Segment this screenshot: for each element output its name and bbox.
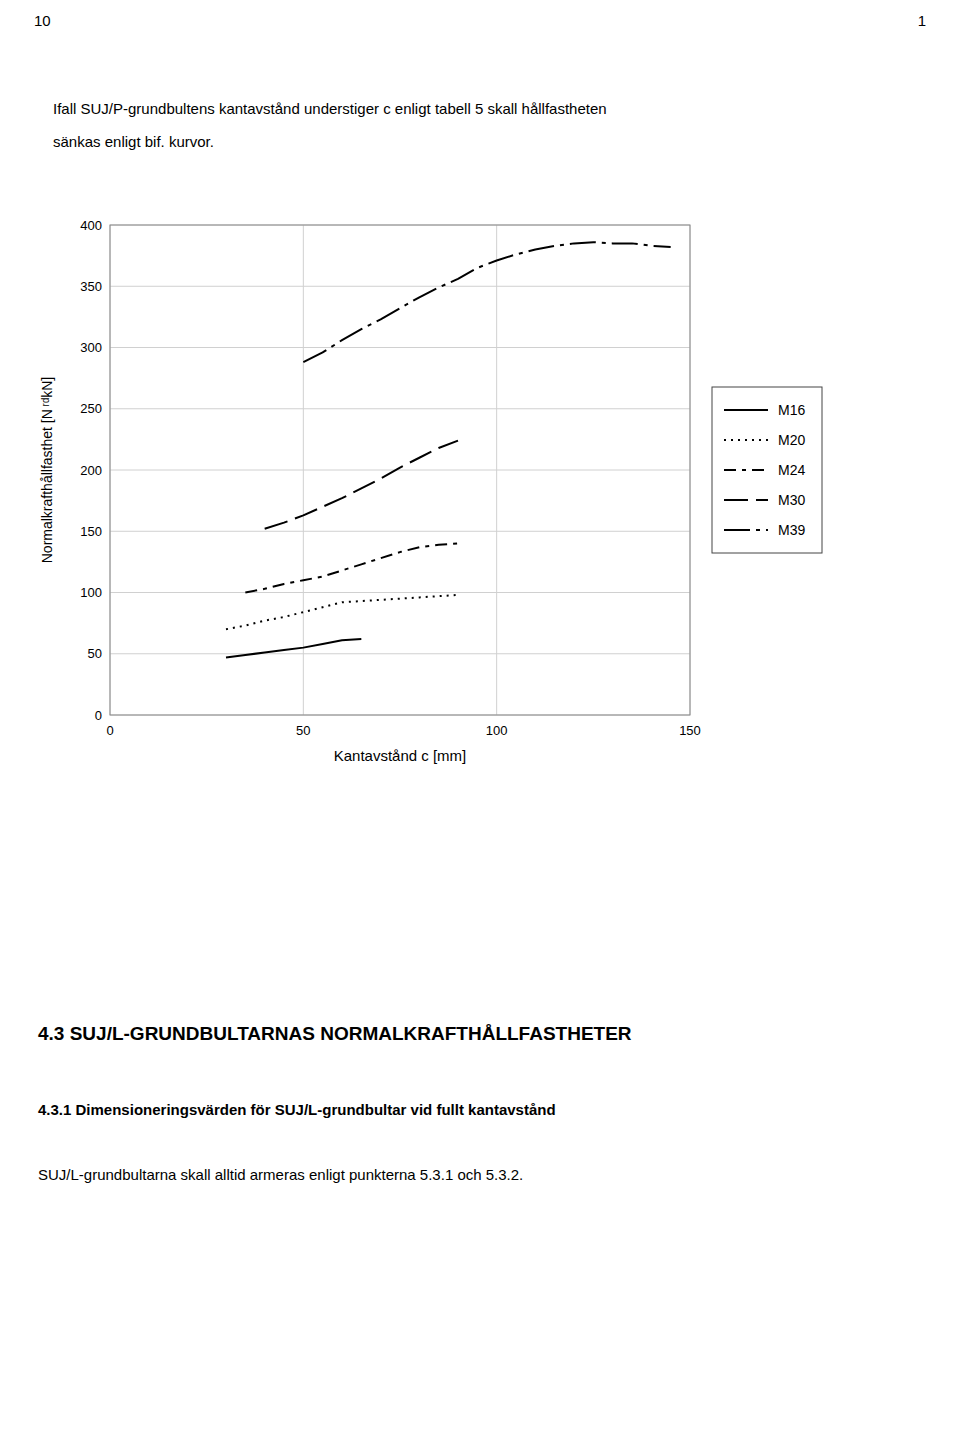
chart: 0 50 100 150 0 50 100 150 200 250 300 350 400 Kantavs… (39, 218, 822, 765)
axis-label: Kantavstånd c [mm] (334, 747, 467, 764)
grid-line (110, 347, 690, 348)
intro-text: Ifall SUJ/P-grundbultens kantavstånd und… (53, 100, 607, 117)
plot-frame (110, 225, 690, 715)
series-line (265, 441, 458, 529)
page-header: 1 (918, 12, 926, 29)
legend: M16 M20 M24 M30 M39 (712, 387, 822, 553)
tick-label: 100 (80, 585, 102, 600)
tick-label: 200 (80, 463, 102, 478)
grid-line (110, 408, 690, 409)
tick-label: 50 (296, 723, 310, 738)
footer-text: SUJ/L-grundbultarna skall alltid armeras… (38, 1166, 523, 1183)
grid-line (110, 286, 690, 287)
tick-label: 150 (80, 524, 102, 539)
grid-line (110, 470, 690, 471)
subsection-title: 4.3.1 Dimensioneringsvärden för SUJ/L-gr… (38, 1101, 556, 1118)
intro-text: sänkas enligt bif. kurvor. (53, 133, 214, 150)
legend-label: M30 (778, 492, 805, 508)
tick-label: 150 (679, 723, 701, 738)
legend-frame (712, 387, 822, 553)
section-title: 4.3 SUJ/L-GRUNDBULTARNAS NORMALKRAFTHÅLL… (38, 1023, 632, 1044)
legend-label: M39 (778, 522, 805, 538)
legend-swatch (724, 439, 768, 441)
axis-label: Normalkrafthållfasthet [N ʳᵈkN] (39, 377, 55, 564)
legend-swatch (724, 499, 768, 501)
legend-label: M24 (778, 462, 805, 478)
tick-label: 350 (80, 279, 102, 294)
legend-swatch (724, 409, 768, 411)
tick-label: 0 (95, 708, 102, 723)
series-line (226, 639, 361, 657)
grid-line (110, 653, 690, 654)
series-line (226, 595, 458, 629)
tick-label: 400 (80, 218, 102, 233)
page-header: 10 (34, 12, 51, 29)
tick-label: 300 (80, 340, 102, 355)
grid-line (110, 592, 690, 593)
legend-swatch (724, 469, 768, 471)
tick-label: 0 (106, 723, 113, 738)
lines (226, 242, 671, 657)
tick-label: 50 (88, 646, 102, 661)
tick-label: 100 (486, 723, 508, 738)
page: 10 1 Ifall SUJ/P-grundbultens kantavstånd … (0, 0, 960, 1436)
series-line (245, 544, 458, 593)
grid-line (110, 531, 690, 532)
legend-swatch (724, 529, 768, 531)
legend-label: M16 (778, 402, 805, 418)
series-line (303, 242, 670, 362)
legend-label: M20 (778, 432, 805, 448)
tick-label: 250 (80, 401, 102, 416)
grid (110, 225, 690, 715)
